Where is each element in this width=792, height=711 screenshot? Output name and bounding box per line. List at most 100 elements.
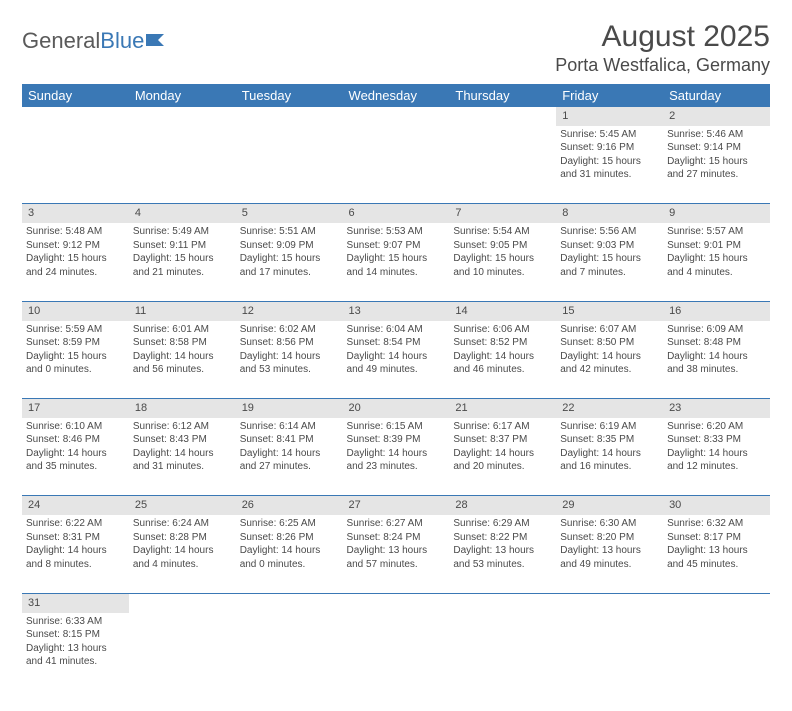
sunrise-text: Sunrise: 6:22 AM bbox=[26, 517, 125, 531]
sunset-text: Sunset: 8:24 PM bbox=[347, 531, 446, 545]
day-cell: Sunrise: 6:22 AMSunset: 8:31 PMDaylight:… bbox=[22, 515, 129, 593]
day-content-row: Sunrise: 6:33 AMSunset: 8:15 PMDaylight:… bbox=[22, 613, 770, 691]
sunset-text: Sunset: 8:50 PM bbox=[560, 336, 659, 350]
day-cell: Sunrise: 6:17 AMSunset: 8:37 PMDaylight:… bbox=[449, 418, 556, 496]
daylight-text: Daylight: 14 hours bbox=[347, 447, 446, 461]
day-content-row: Sunrise: 5:59 AMSunset: 8:59 PM Daylight:… bbox=[22, 321, 770, 399]
day-cell bbox=[663, 613, 770, 691]
daylight-text: Daylight: 15 hours bbox=[560, 155, 659, 169]
sunset-text: Sunset: 8:54 PM bbox=[347, 336, 446, 350]
sunset-text: Sunset: 8:56 PM bbox=[240, 336, 339, 350]
daylight-text: Daylight: 14 hours bbox=[347, 350, 446, 364]
daylight-text-2: and 24 minutes. bbox=[26, 266, 125, 280]
day-content-row: Sunrise: 6:22 AMSunset: 8:31 PMDaylight:… bbox=[22, 515, 770, 593]
sunset-text: Sunset: 8:28 PM bbox=[133, 531, 232, 545]
daylight-text-2: and 4 minutes. bbox=[133, 558, 232, 572]
sunset-text: Sunset: 8:59 PM bbox=[26, 336, 125, 350]
daylight-text-2: and 8 minutes. bbox=[26, 558, 125, 572]
sunset-text: Sunset: 8:22 PM bbox=[453, 531, 552, 545]
day-cell: Sunrise: 6:07 AMSunset: 8:50 PMDaylight:… bbox=[556, 321, 663, 399]
day-header: Thursday bbox=[449, 84, 556, 107]
sunrise-text: Sunrise: 6:14 AM bbox=[240, 420, 339, 434]
sunset-text: Sunset: 9:14 PM bbox=[667, 141, 766, 155]
sunrise-text: Sunrise: 5:59 AM bbox=[26, 323, 125, 337]
day-content-row: Sunrise: 6:10 AMSunset: 8:46 PMDaylight:… bbox=[22, 418, 770, 496]
day-number-cell: 27 bbox=[343, 496, 450, 515]
day-number-cell bbox=[556, 593, 663, 612]
daylight-text: Daylight: 14 hours bbox=[667, 350, 766, 364]
daylight-text: Daylight: 15 hours bbox=[667, 155, 766, 169]
day-cell: Sunrise: 6:02 AMSunset: 8:56 PMDaylight:… bbox=[236, 321, 343, 399]
daylight-text: Daylight: 15 hours bbox=[26, 252, 125, 266]
day-cell: Sunrise: 5:45 AMSunset: 9:16 PMDaylight:… bbox=[556, 126, 663, 204]
day-number-cell: 11 bbox=[129, 301, 236, 320]
daylight-text: Daylight: 14 hours bbox=[453, 447, 552, 461]
daylight-text-2: and 23 minutes. bbox=[347, 460, 446, 474]
daylight-text: Daylight: 15 hours bbox=[453, 252, 552, 266]
sunset-text: Sunset: 8:43 PM bbox=[133, 433, 232, 447]
day-number-cell: 12 bbox=[236, 301, 343, 320]
day-cell bbox=[236, 613, 343, 691]
sunrise-text: Sunrise: 6:29 AM bbox=[453, 517, 552, 531]
day-cell bbox=[22, 126, 129, 204]
day-number-cell: 8 bbox=[556, 204, 663, 223]
day-number-cell: 26 bbox=[236, 496, 343, 515]
daylight-text: Daylight: 14 hours bbox=[560, 350, 659, 364]
day-cell bbox=[343, 613, 450, 691]
daylight-text-2: and 45 minutes. bbox=[667, 558, 766, 572]
title-block: August 2025 Porta Westfalica, Germany bbox=[555, 20, 770, 76]
daylight-text-2: and 38 minutes. bbox=[667, 363, 766, 377]
day-header: Saturday bbox=[663, 84, 770, 107]
sunrise-text: Sunrise: 6:10 AM bbox=[26, 420, 125, 434]
sunset-text: Sunset: 8:35 PM bbox=[560, 433, 659, 447]
daylight-text-2: and 49 minutes. bbox=[560, 558, 659, 572]
day-number-cell bbox=[129, 593, 236, 612]
daylight-text: Daylight: 15 hours bbox=[347, 252, 446, 266]
daylight-text-2: and 0 minutes. bbox=[26, 363, 125, 377]
daylight-text-2: and 31 minutes. bbox=[560, 168, 659, 182]
daylight-text-2: and 21 minutes. bbox=[133, 266, 232, 280]
sunrise-text: Sunrise: 6:17 AM bbox=[453, 420, 552, 434]
day-number-cell: 31 bbox=[22, 593, 129, 612]
day-number-cell: 4 bbox=[129, 204, 236, 223]
sunset-text: Sunset: 8:48 PM bbox=[667, 336, 766, 350]
day-cell: Sunrise: 6:29 AMSunset: 8:22 PMDaylight:… bbox=[449, 515, 556, 593]
day-header: Sunday bbox=[22, 84, 129, 107]
daylight-text-2: and 42 minutes. bbox=[560, 363, 659, 377]
daylight-text: Daylight: 15 hours bbox=[667, 252, 766, 266]
day-number-cell bbox=[449, 593, 556, 612]
daylight-text: Daylight: 14 hours bbox=[240, 350, 339, 364]
day-content-row: Sunrise: 5:45 AMSunset: 9:16 PMDaylight:… bbox=[22, 126, 770, 204]
daylight-text-2: and 16 minutes. bbox=[560, 460, 659, 474]
day-number-cell: 5 bbox=[236, 204, 343, 223]
sunrise-text: Sunrise: 6:19 AM bbox=[560, 420, 659, 434]
day-number-row: 17181920212223 bbox=[22, 399, 770, 418]
day-cell: Sunrise: 5:48 AMSunset: 9:12 PMDaylight:… bbox=[22, 223, 129, 301]
sunrise-text: Sunrise: 6:07 AM bbox=[560, 323, 659, 337]
day-cell: Sunrise: 6:33 AMSunset: 8:15 PMDaylight:… bbox=[22, 613, 129, 691]
day-header: Wednesday bbox=[343, 84, 450, 107]
day-cell bbox=[556, 613, 663, 691]
daylight-text: Daylight: 14 hours bbox=[133, 350, 232, 364]
calendar-table: Sunday Monday Tuesday Wednesday Thursday… bbox=[22, 84, 770, 691]
daylight-text: Daylight: 14 hours bbox=[560, 447, 659, 461]
day-number-cell: 14 bbox=[449, 301, 556, 320]
sunset-text: Sunset: 9:12 PM bbox=[26, 239, 125, 253]
sunrise-text: Sunrise: 6:32 AM bbox=[667, 517, 766, 531]
sunrise-text: Sunrise: 5:56 AM bbox=[560, 225, 659, 239]
day-number-cell bbox=[236, 593, 343, 612]
sunrise-text: Sunrise: 6:30 AM bbox=[560, 517, 659, 531]
sunset-text: Sunset: 8:41 PM bbox=[240, 433, 339, 447]
month-title: August 2025 bbox=[555, 20, 770, 53]
sunset-text: Sunset: 8:17 PM bbox=[667, 531, 766, 545]
day-cell: Sunrise: 6:09 AMSunset: 8:48 PMDaylight:… bbox=[663, 321, 770, 399]
sunset-text: Sunset: 8:31 PM bbox=[26, 531, 125, 545]
daylight-text-2: and 20 minutes. bbox=[453, 460, 552, 474]
sunrise-text: Sunrise: 6:15 AM bbox=[347, 420, 446, 434]
sunset-text: Sunset: 9:05 PM bbox=[453, 239, 552, 253]
day-cell bbox=[449, 613, 556, 691]
brand-part1: General bbox=[22, 28, 100, 54]
sunrise-text: Sunrise: 6:04 AM bbox=[347, 323, 446, 337]
daylight-text-2: and 27 minutes. bbox=[667, 168, 766, 182]
daylight-text: Daylight: 15 hours bbox=[133, 252, 232, 266]
